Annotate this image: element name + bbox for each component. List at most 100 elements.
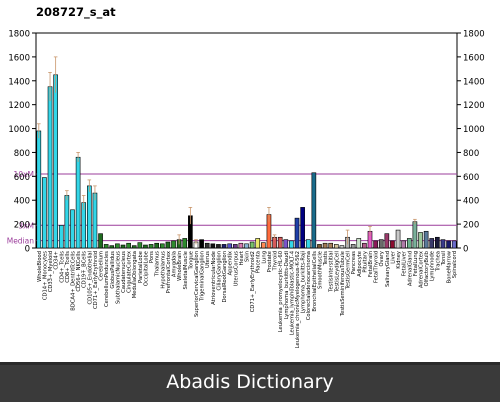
x-tick-label: Uterus bbox=[205, 251, 211, 268]
bar bbox=[429, 238, 435, 249]
x-tick-label: Pancreas bbox=[351, 251, 357, 275]
x-tick-label: Leukemia_lymphoblastic-MOLT-4 bbox=[289, 250, 295, 335]
x-tick-label: Lymphoma_burkitts-Daudi bbox=[284, 251, 290, 319]
bar bbox=[87, 185, 92, 249]
reference-line-label: Median bbox=[7, 237, 35, 246]
x-tick-label: Kidney bbox=[396, 251, 402, 269]
bar bbox=[373, 240, 378, 249]
x-tick-label: AtrioventricularNode bbox=[211, 251, 217, 305]
bar bbox=[283, 239, 289, 249]
bar bbox=[412, 221, 418, 249]
bar bbox=[126, 242, 131, 249]
x-tick-label: TrigeminalGanglion bbox=[200, 251, 206, 302]
x-tick-label: CD19+_BCells bbox=[82, 251, 88, 288]
left-tick-label: 200 bbox=[14, 221, 30, 231]
bar bbox=[92, 192, 98, 249]
bar bbox=[384, 233, 390, 249]
x-tick-label: CD56+_NKCells bbox=[76, 251, 82, 292]
x-tick-label: TestisGermCell bbox=[346, 251, 352, 290]
left-tick-label: 1400 bbox=[8, 77, 30, 87]
bar bbox=[42, 177, 47, 249]
x-tick-label: OlfactoryBulb bbox=[424, 250, 430, 286]
x-tick-label: Prostate bbox=[267, 251, 273, 272]
right-tick-label: 1600 bbox=[463, 53, 485, 63]
x-tick-label: CD33+_Myeloid bbox=[48, 251, 54, 292]
x-tick-label: SuperiorCervicalGanglion bbox=[194, 251, 200, 317]
x-tick-label: CiliaryGanglion bbox=[216, 251, 222, 290]
x-tick-label: Testis bbox=[323, 251, 329, 267]
bar bbox=[182, 238, 188, 249]
x-tick-label: CD34+ bbox=[54, 251, 60, 270]
bar bbox=[115, 243, 120, 249]
bar bbox=[322, 242, 328, 249]
x-tick-label: Liver bbox=[390, 250, 396, 264]
x-tick-label: DorsalRootGanglion bbox=[222, 251, 228, 303]
left-tick-label: 1000 bbox=[8, 125, 30, 135]
left-tick-label: 1200 bbox=[8, 101, 30, 111]
right-tick-label: 400 bbox=[463, 197, 479, 207]
bar bbox=[120, 244, 126, 249]
x-tick-label: AdrenalCortex bbox=[419, 251, 425, 288]
left-tick-label: 1600 bbox=[8, 53, 30, 63]
bar bbox=[171, 240, 176, 249]
bar bbox=[75, 156, 81, 249]
x-axis-labels: WholeBlood CD14+_Monocytes CD33+_Myeloid CD… bbox=[37, 250, 458, 348]
bar bbox=[154, 242, 160, 249]
bar bbox=[339, 245, 345, 249]
bar bbox=[350, 244, 356, 249]
bar bbox=[148, 244, 154, 249]
x-tick-label: Amygdala bbox=[172, 251, 178, 277]
bar bbox=[395, 229, 401, 249]
x-tick-label: Tonsil bbox=[441, 251, 447, 266]
x-tick-label: Appendix bbox=[228, 251, 234, 275]
x-tick-label: Leukemia_chronicMyelogenous-K-562 bbox=[295, 251, 301, 348]
bar bbox=[221, 244, 227, 249]
x-tick-label: BDCA4+_DentriticCells bbox=[70, 251, 76, 311]
x-tick-label: Thyroid bbox=[273, 251, 279, 271]
left-axis: 0 200 400 600 800 1000 1200 1400 1600 1800 bbox=[8, 30, 36, 255]
x-tick-label: PrefrontalCortex bbox=[166, 251, 172, 293]
bar bbox=[390, 240, 395, 249]
right-tick-label: 600 bbox=[463, 173, 479, 183]
x-tick-label: SkeletalMuscle bbox=[183, 251, 189, 290]
x-tick-label: Heart bbox=[239, 251, 245, 265]
left-tick-label: 600 bbox=[14, 173, 30, 183]
footer-brand: Abadis Dictionary bbox=[166, 371, 334, 393]
x-tick-label: CingulateCortex bbox=[127, 251, 133, 293]
bar bbox=[300, 207, 305, 249]
left-tick-label: 0 bbox=[25, 245, 30, 255]
right-tick-label: 1800 bbox=[463, 30, 485, 40]
bar bbox=[451, 240, 457, 249]
reference-line-label: 10xM bbox=[14, 170, 34, 179]
x-tick-label: TestisLeydigCell bbox=[334, 251, 340, 293]
bar bbox=[435, 236, 440, 249]
x-tick-label: CD105+_Endothelial bbox=[87, 251, 93, 305]
left-tick-label: 800 bbox=[14, 149, 30, 159]
x-tick-label: SubthalamicNucleus bbox=[115, 251, 121, 304]
x-tick-label: TestisInterstitial bbox=[329, 251, 335, 293]
bar bbox=[53, 74, 58, 249]
x-tick-label: Adipocyte bbox=[357, 251, 363, 277]
x-tick-label: BoneMarrow bbox=[447, 250, 453, 283]
right-tick-label: 1400 bbox=[463, 77, 485, 87]
bar bbox=[277, 236, 283, 249]
bar bbox=[440, 239, 446, 249]
right-tick-label: 200 bbox=[463, 221, 479, 231]
reference-line-label: 3xM bbox=[18, 221, 34, 230]
x-tick-label: Leukemia_promyelocytic-HL-60 bbox=[278, 251, 284, 332]
x-tick-label: Trachea bbox=[435, 251, 441, 272]
x-tick-label: CerebellumPeduncles bbox=[104, 251, 110, 307]
x-tick-label: SalivaryGland bbox=[385, 251, 391, 287]
bar bbox=[238, 242, 244, 249]
x-tick-label: ParietalLobe bbox=[138, 251, 144, 283]
right-tick-label: 0 bbox=[463, 245, 468, 255]
bar bbox=[305, 239, 311, 249]
x-tick-label: OccipitalLobe bbox=[143, 251, 149, 286]
right-tick-label: 1000 bbox=[463, 125, 485, 135]
bar bbox=[216, 244, 221, 249]
bar bbox=[289, 240, 294, 249]
bar bbox=[255, 238, 261, 249]
left-tick-label: 400 bbox=[14, 197, 30, 207]
bar bbox=[36, 130, 42, 249]
